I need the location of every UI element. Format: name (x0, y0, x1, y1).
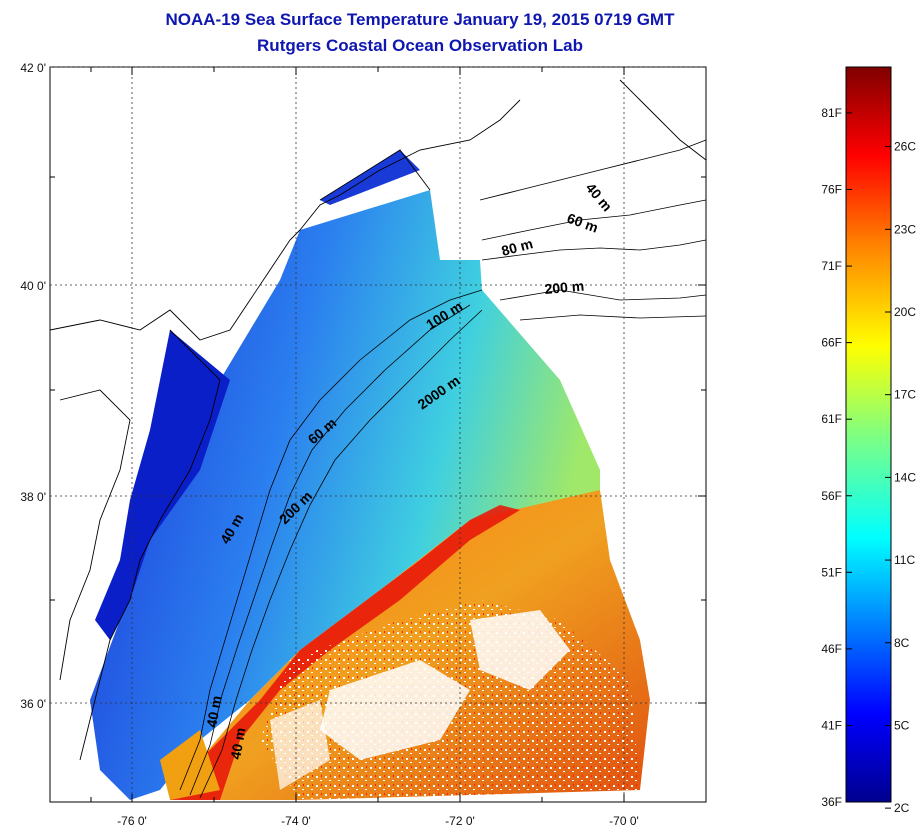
colorbar-label-f: 56F (821, 489, 842, 503)
lon-tick-label: -72 0' (445, 814, 475, 828)
frame-ticks (50, 67, 706, 802)
colorbar-label-f: 36F (821, 795, 842, 809)
isobath-label: 40 m (203, 694, 224, 728)
colorbar-label-c: 17C (894, 388, 916, 402)
coastline (49, 79, 707, 761)
map-subtitle: Rutgers Coastal Ocean Observation Lab (257, 36, 583, 55)
colorbar-label-c: 20C (894, 305, 916, 319)
colorbar-label-c: 8C (894, 636, 910, 650)
graticule (50, 66, 706, 802)
colorbar-label-f: 71F (821, 259, 842, 273)
colorbar (845, 66, 892, 803)
lon-tick-label: -76 0' (117, 814, 147, 828)
isobath-label: 200 m (544, 278, 585, 297)
isobath-label: 80 m (500, 235, 535, 259)
colorbar-label-c: 2C (894, 801, 910, 815)
lat-tick-label: 40 0' (20, 279, 46, 293)
colorbar-labels: 81F 76F 71F 66F 61F 56F 51F 46F 41F 36F 26C 23C 20C 1… (821, 106, 916, 815)
colorbar-label-f: 51F (821, 565, 842, 579)
colorbar-label-c: 26C (894, 140, 916, 154)
map-title: NOAA-19 Sea Surface Temperature January … (165, 10, 675, 29)
colorbar-label-c: 5C (894, 718, 910, 732)
colorbar-label-c: 23C (894, 222, 916, 236)
lat-tick-label: 36 0' (20, 697, 46, 711)
colorbar-label-c: 14C (894, 470, 916, 484)
colorbar-ticks (846, 112, 891, 809)
colorbar-label-f: 66F (821, 336, 842, 350)
lon-tick-label: -74 0' (281, 814, 311, 828)
lat-tick-label: 42 0' (20, 61, 46, 75)
lon-tick-label: -70 0' (609, 814, 639, 828)
colorbar-label-f: 46F (821, 642, 842, 656)
colorbar-label-c: 11C (894, 553, 915, 567)
sst-field (90, 150, 650, 800)
colorbar-label-f: 41F (821, 718, 842, 732)
lat-tick-label: 38 0' (20, 490, 46, 504)
isobath-label: 40 m (227, 726, 248, 760)
colorbar-label-f: 61F (821, 412, 842, 426)
colorbar-label-f: 76F (821, 183, 842, 197)
colorbar-label-f: 81F (821, 106, 842, 120)
